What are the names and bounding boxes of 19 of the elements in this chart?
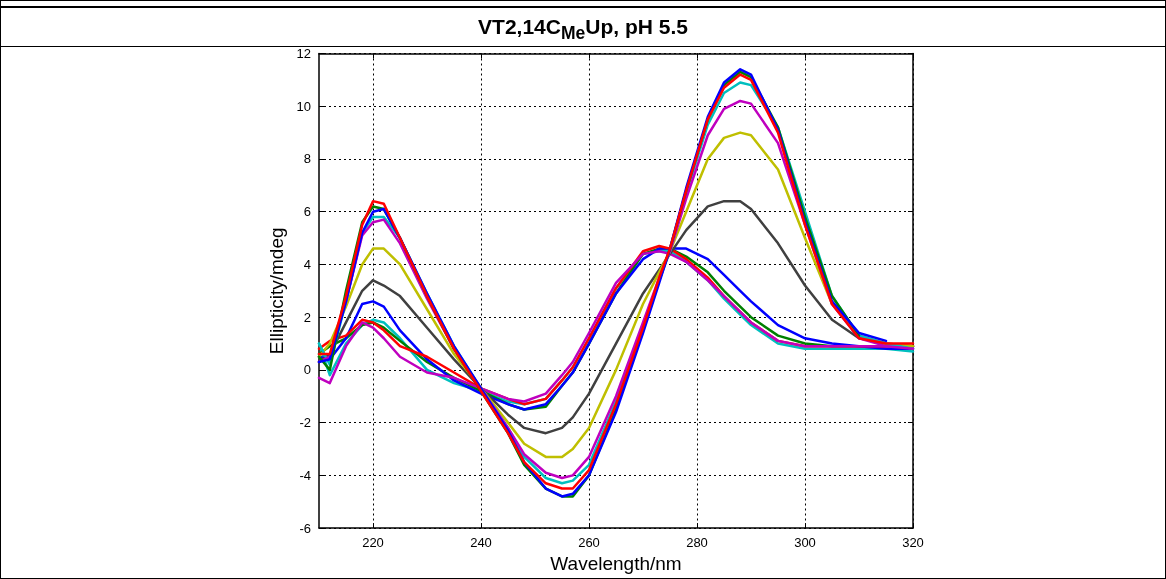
x-tick-label: 280 <box>686 535 708 551</box>
y-tick-label: 4 <box>303 256 311 272</box>
y-tick-label: 8 <box>303 151 311 167</box>
y-tick-label: -2 <box>299 415 311 431</box>
y-axis-title: Ellipticity/mdeg <box>265 227 287 355</box>
y-tick-label: 0 <box>303 362 311 378</box>
chart-title: VT2,14C$_{Me}$Up, pH 5.5 <box>478 15 688 44</box>
y-tick-label: 10 <box>296 98 311 114</box>
x-tick-label: 260 <box>578 535 600 551</box>
x-tick-label: 240 <box>470 535 492 551</box>
x-axis-title: Wavelength/nm <box>550 553 682 574</box>
y-tick-label: -4 <box>299 467 311 483</box>
y-tick-label: 6 <box>303 204 311 220</box>
y-tick-label: -6 <box>299 520 311 536</box>
y-tick-label: 12 <box>296 46 311 61</box>
x-tick-label: 220 <box>362 535 384 551</box>
y-tick-label: 2 <box>303 309 311 325</box>
x-tick-label: 320 <box>902 535 924 551</box>
x-tick-label: 300 <box>794 535 816 551</box>
